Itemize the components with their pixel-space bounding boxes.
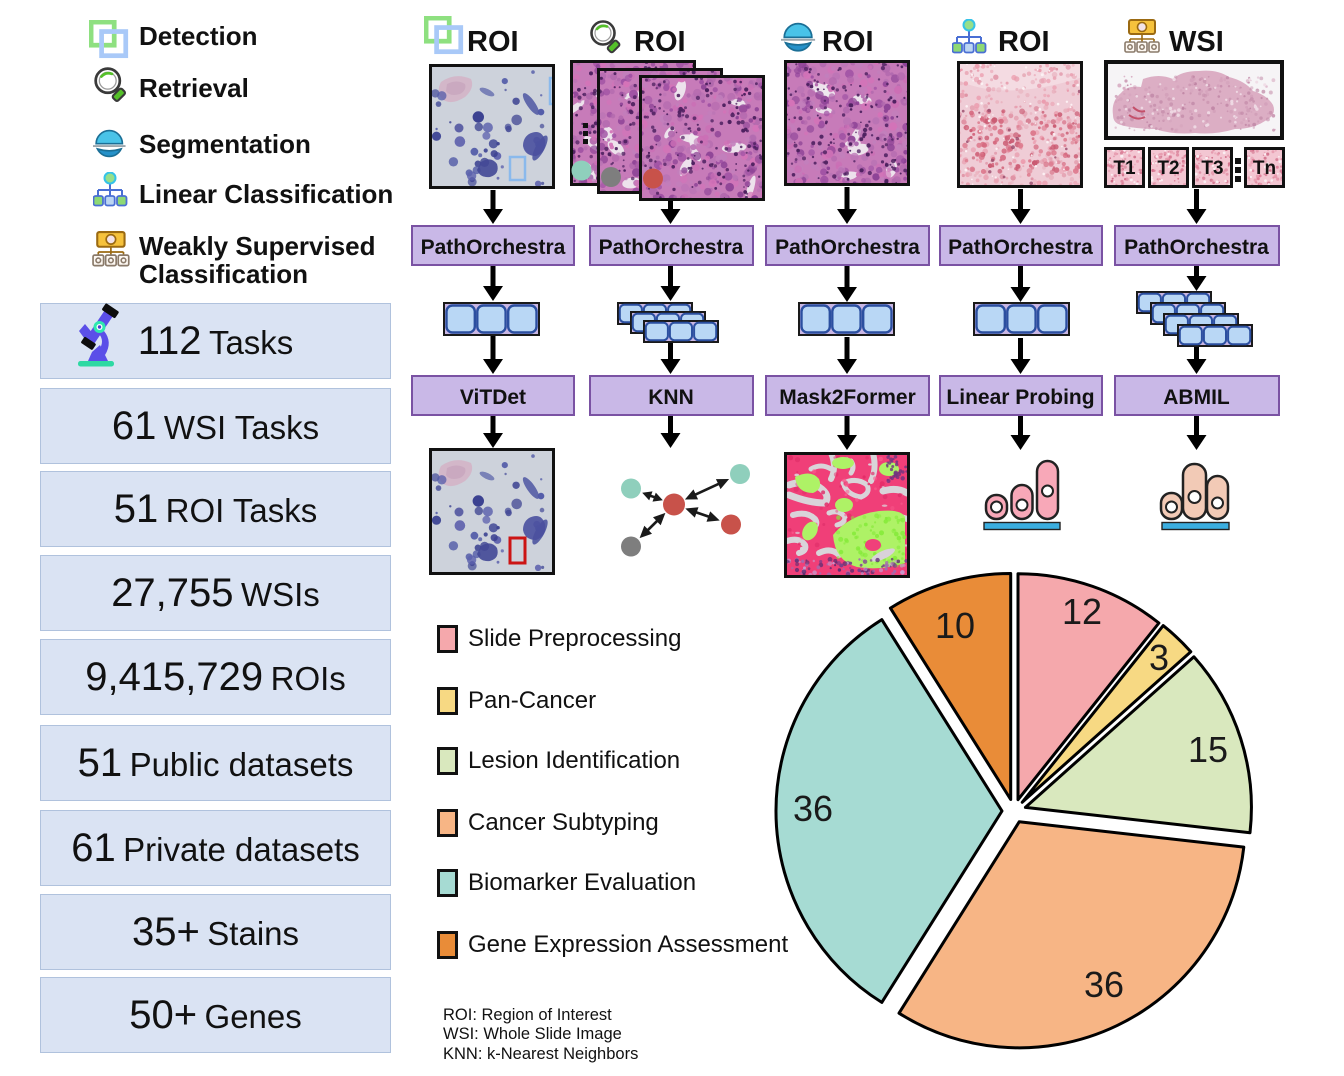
- svg-text:12: 12: [1062, 591, 1102, 632]
- svg-text:T2: T2: [1157, 158, 1179, 179]
- svg-text:36: 36: [1084, 964, 1124, 1005]
- svg-text:Tn: Tn: [1252, 158, 1275, 179]
- svg-text:T3: T3: [1201, 158, 1223, 179]
- svg-text:15: 15: [1188, 729, 1228, 770]
- svg-text:T1: T1: [1113, 158, 1136, 179]
- svg-text:3: 3: [1149, 637, 1169, 678]
- svg-text:36: 36: [793, 788, 833, 829]
- svg-text:10: 10: [935, 605, 975, 646]
